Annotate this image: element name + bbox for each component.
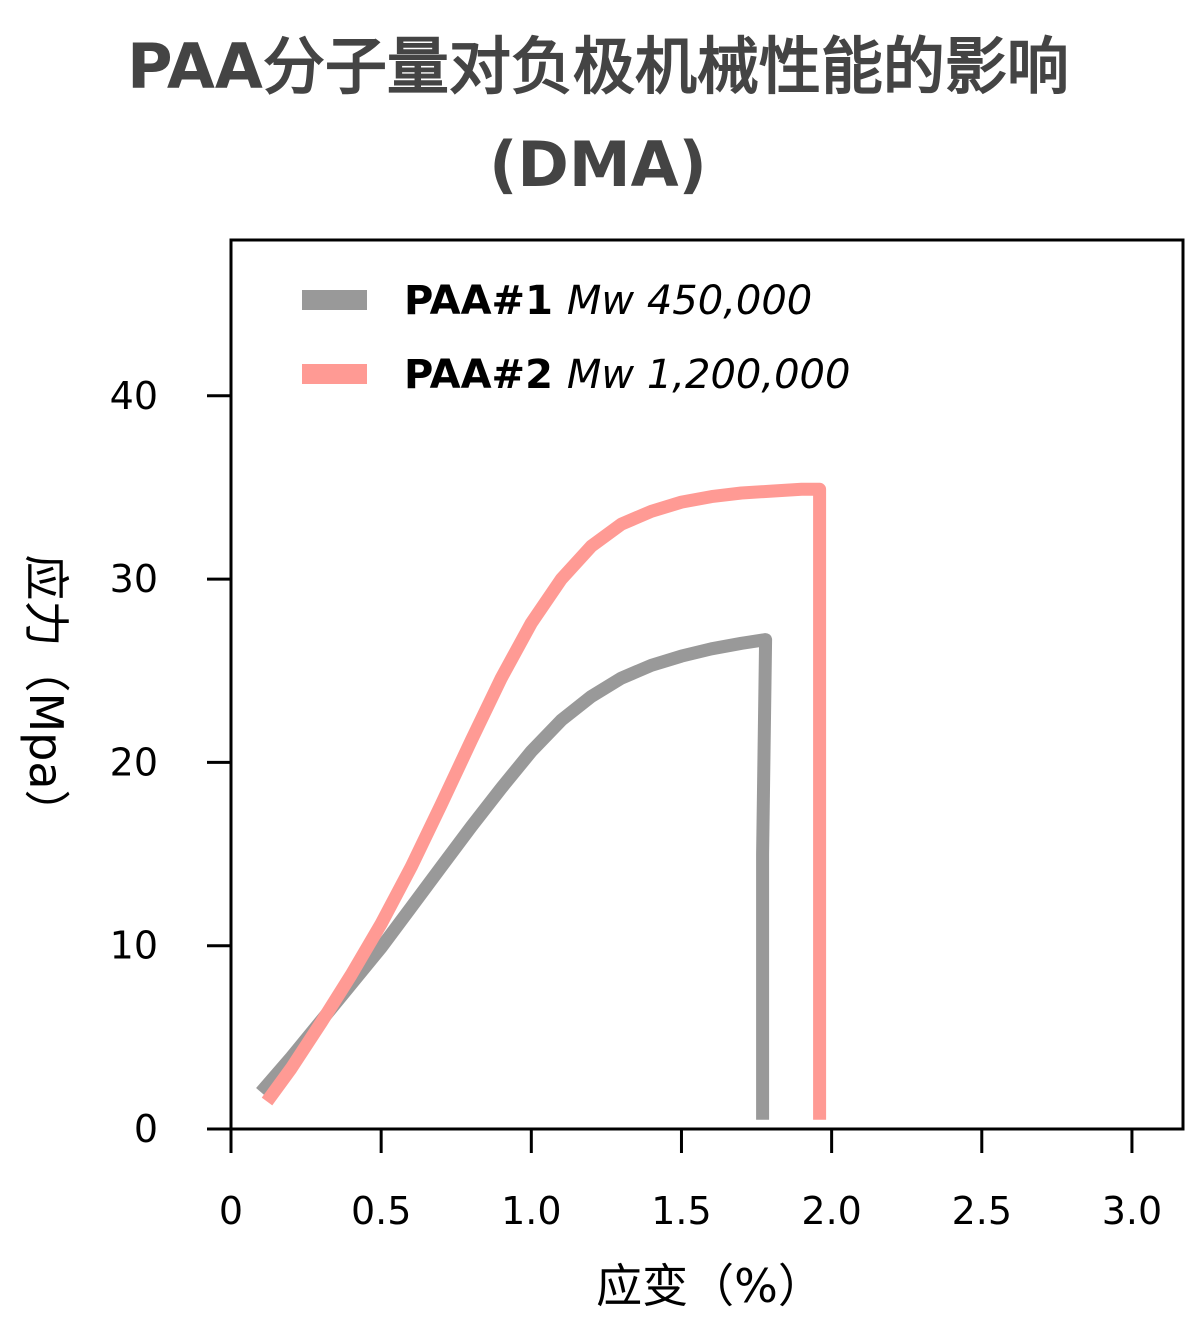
plot-frame [229, 238, 1185, 1131]
series-line-paa-1 [256, 633, 773, 1120]
x-tick-label-2: 1.0 [501, 1189, 561, 1233]
y-axis-label: 应力（Mpa） [19, 554, 73, 835]
legend-mw-2: Mw 1,200,000 [567, 352, 851, 398]
legend-name-1: PAA#1 [404, 278, 553, 324]
legend-label-2: PAA#2 Mw 1,200,000 [404, 352, 850, 398]
x-tick-label-6: 3.0 [1102, 1189, 1162, 1233]
x-tick-label-0: 0 [219, 1189, 243, 1233]
y-tick-label-4: 40 [110, 374, 158, 418]
chart-subtitle: (DMA) [489, 128, 707, 201]
y-tick-label-1: 10 [110, 924, 158, 968]
chart-title: PAA分子量对负极机械性能的影响 [127, 30, 1069, 103]
y-axis: 0 10 20 30 40 [110, 374, 231, 1151]
y-tick-label-0: 0 [134, 1107, 158, 1151]
x-tick-label-5: 2.5 [952, 1189, 1012, 1233]
legend-name-2: PAA#2 [404, 352, 553, 398]
x-axis: 0 0.5 1.0 1.5 2.0 2.5 3.0 [219, 1129, 1162, 1233]
x-tick-label-1: 0.5 [351, 1189, 411, 1233]
legend-label-1: PAA#1 Mw 450,000 [404, 278, 812, 324]
series-lines [256, 482, 827, 1120]
x-tick-label-3: 1.5 [651, 1189, 711, 1233]
y-tick-label-3: 30 [110, 557, 158, 601]
y-tick-label-2: 20 [110, 740, 158, 784]
series-line-paa-2 [261, 482, 827, 1120]
legend-mw-1: Mw 450,000 [567, 278, 812, 324]
x-axis-label: 应变（%） [596, 1259, 824, 1313]
legend: PAA#1 Mw 450,000 PAA#2 Mw 1,200,000 [302, 278, 850, 398]
x-tick-label-4: 2.0 [801, 1189, 861, 1233]
